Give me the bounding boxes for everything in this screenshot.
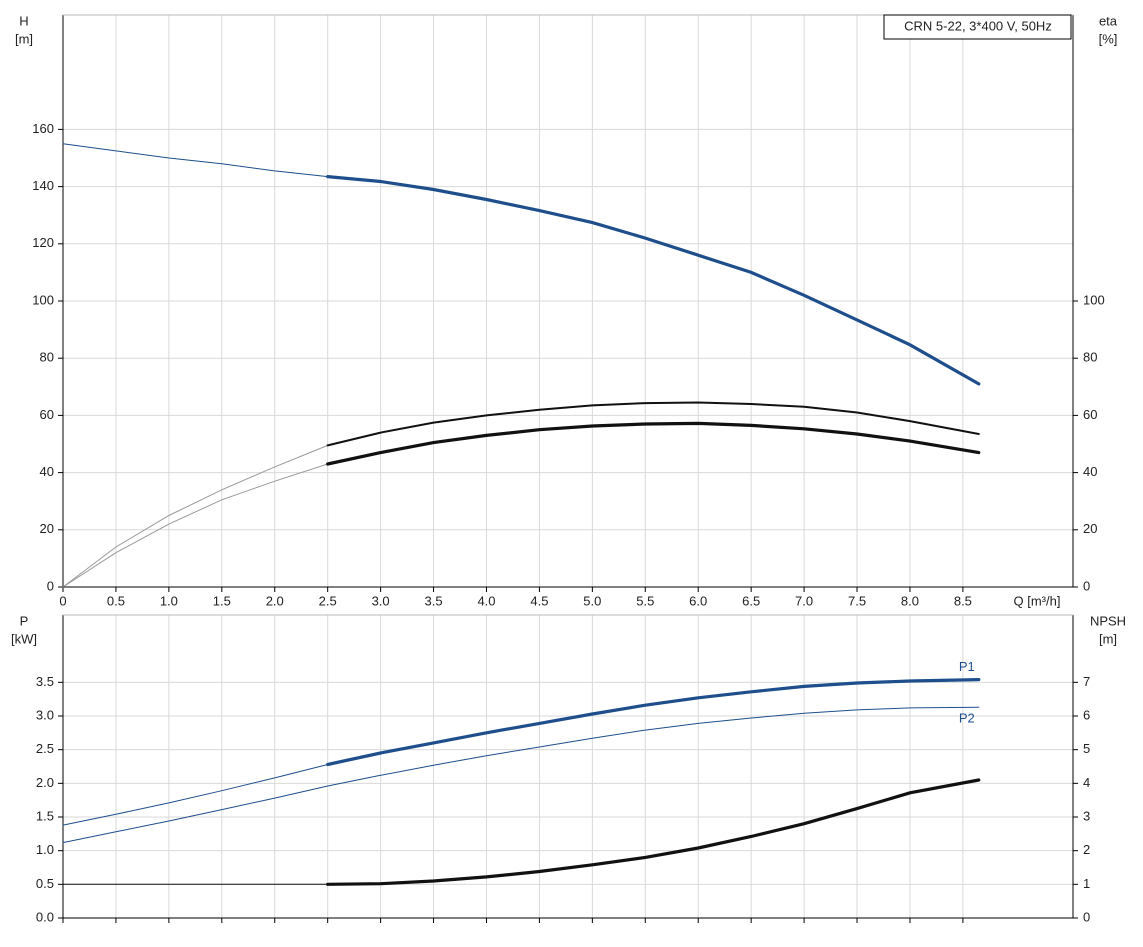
curve [62,463,329,588]
y2-axis-label: [m] [1099,631,1117,646]
x-tick-label: 7.5 [848,593,866,608]
x-tick-label: 6.5 [742,593,760,608]
x-tick-label: 3.5 [425,593,443,608]
y2-tick-label: 1 [1083,876,1090,891]
curve [326,175,981,386]
y-tick-label: 0 [47,578,54,593]
x-tick-label: 8.5 [954,593,972,608]
y-tick-label: 0.0 [36,909,54,924]
y-axis-label: [m] [15,31,33,46]
x-tick-label: 5.5 [636,593,654,608]
x-tick-label: 2.0 [266,593,284,608]
curve [62,143,329,178]
y2-tick-label: 7 [1083,674,1090,689]
y2-tick-label: 0 [1083,578,1090,593]
y2-axis-label: [%] [1099,31,1118,46]
x-tick-label: 3.0 [372,593,390,608]
y2-axis-label: NPSH [1090,613,1126,628]
x-tick-label: 0.5 [107,593,125,608]
y-tick-label: 0.5 [36,876,54,891]
curve [62,706,980,844]
x-axis-label: Q [m³/h] [1014,593,1061,608]
series-label: P1 [959,659,975,674]
y-tick-label: 1.0 [36,842,54,857]
y-tick-label: 2.0 [36,775,54,790]
x-tick-label: 1.5 [213,593,231,608]
info-box-text: CRN 5-22, 3*400 V, 50Hz [904,18,1052,33]
y2-tick-label: 20 [1083,521,1097,536]
y2-tick-label: 4 [1083,775,1090,790]
y2-tick-label: 60 [1083,407,1097,422]
y-tick-label: 100 [32,292,54,307]
y-axis-label: P [20,613,29,628]
y-tick-label: 2.5 [36,741,54,756]
x-tick-label: 5.0 [583,593,601,608]
x-tick-label: 4.5 [530,593,548,608]
y-tick-label: 80 [40,350,54,365]
y-tick-label: 60 [40,407,54,422]
x-tick-label: 2.5 [319,593,337,608]
y2-tick-label: 3 [1083,808,1090,823]
curve [326,678,981,767]
x-tick-label: 6.0 [689,593,707,608]
y-tick-label: 1.5 [36,808,54,823]
curve [326,421,981,466]
series-label: P2 [959,711,975,726]
info-box [883,14,1072,40]
y-tick-label: 40 [40,464,54,479]
curve [326,401,980,447]
x-tick-label: 7.0 [795,593,813,608]
plot-area [63,615,1073,918]
y2-tick-label: 40 [1083,464,1097,479]
x-tick-label: 0 [59,593,66,608]
y2-tick-label: 2 [1083,842,1090,857]
y-tick-label: 140 [32,178,54,193]
y-tick-label: 3.5 [36,674,54,689]
curve [62,444,329,588]
y-axis-label: [kW] [11,631,37,646]
y-tick-label: 3.0 [36,707,54,722]
y-tick-label: 120 [32,235,54,250]
x-tick-label: 8.0 [901,593,919,608]
y-tick-label: 160 [32,121,54,136]
y2-tick-label: 6 [1083,707,1090,722]
x-tick-label: 1.0 [160,593,178,608]
curve [326,778,981,886]
y2-axis-label: eta [1099,13,1118,28]
y2-tick-label: 80 [1083,350,1097,365]
curve [62,764,329,826]
y2-tick-label: 0 [1083,909,1090,924]
y2-tick-label: 100 [1083,292,1105,307]
y2-tick-label: 5 [1083,741,1090,756]
y-axis-label: H [19,13,28,28]
x-tick-label: 4.0 [477,593,495,608]
y-tick-label: 20 [40,521,54,536]
